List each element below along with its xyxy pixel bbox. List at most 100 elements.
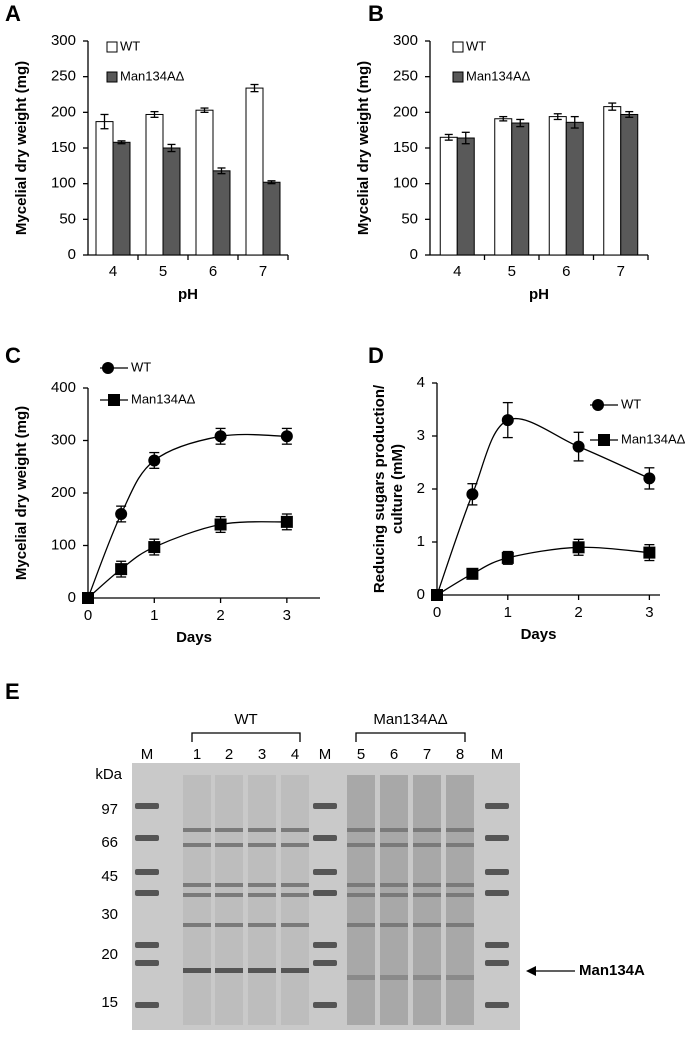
bar	[565, 121, 584, 256]
y-axis-label: Reducing sugars production/	[371, 384, 388, 593]
band	[347, 843, 375, 847]
band	[215, 923, 243, 927]
point	[108, 394, 120, 406]
point	[643, 472, 656, 485]
x-tick-label: 6	[209, 263, 217, 280]
band	[281, 828, 309, 832]
point	[572, 440, 585, 453]
band	[183, 883, 211, 887]
x-tick-label: 4	[109, 263, 117, 280]
lane-label: 6	[390, 746, 398, 763]
band	[413, 883, 441, 887]
ladder-band	[135, 942, 159, 948]
band	[413, 893, 441, 897]
x-tick-label: 7	[617, 263, 625, 280]
x-tick-label: 6	[562, 263, 570, 280]
band	[281, 968, 309, 973]
point	[102, 362, 114, 374]
band	[183, 843, 211, 847]
ladder-band	[485, 942, 509, 948]
band	[380, 923, 408, 927]
bar	[456, 137, 475, 256]
ladder-band	[485, 869, 509, 875]
lane-label: 7	[423, 746, 431, 763]
lane-label: 5	[357, 746, 365, 763]
bar	[262, 181, 281, 256]
gel-bands	[135, 775, 509, 1025]
panel-label: C	[5, 343, 21, 368]
y-tick-label: 300	[51, 32, 76, 49]
y-tick-label: 0	[410, 246, 418, 263]
band	[281, 923, 309, 927]
lane-smear	[248, 775, 276, 1025]
ladder-band	[135, 960, 159, 966]
y-tick-label: 150	[51, 139, 76, 156]
legend-swatch	[452, 71, 464, 83]
band	[380, 828, 408, 832]
band	[347, 975, 375, 980]
band	[215, 843, 243, 847]
legend-label: Man134AΔ	[466, 68, 531, 83]
panel-label: D	[368, 343, 384, 368]
panel-label: A	[5, 1, 21, 26]
ladder-band	[313, 803, 337, 809]
y-tick-label: 200	[51, 484, 76, 501]
y-tick-label: 4	[417, 374, 425, 391]
band	[446, 893, 474, 897]
band	[380, 843, 408, 847]
band	[446, 828, 474, 832]
arrow-label: Man134A	[579, 962, 645, 979]
error-bar	[499, 115, 508, 122]
band	[413, 923, 441, 927]
mw-label: 15	[101, 994, 118, 1011]
error-bar	[200, 107, 209, 113]
x-tick-label: 3	[283, 607, 291, 624]
bracket	[191, 732, 301, 742]
y-tick-label: 0	[417, 586, 425, 603]
point	[466, 488, 479, 501]
y-tick-label: 2	[417, 480, 425, 497]
bar	[494, 118, 513, 256]
y-tick-label: 0	[68, 589, 76, 606]
error-bar	[516, 118, 525, 128]
band	[248, 843, 276, 847]
error-bar	[217, 167, 226, 175]
x-tick-label: 2	[216, 607, 224, 624]
series-line	[87, 521, 287, 599]
point	[280, 430, 293, 443]
ladder-band	[135, 869, 159, 875]
group-label: Man134AΔ	[373, 711, 447, 728]
bar	[439, 136, 458, 256]
y-tick-label: 0	[68, 246, 76, 263]
lane-smear	[413, 775, 441, 1025]
lane-label: 2	[225, 746, 233, 763]
legend-label: WT	[466, 38, 486, 53]
bracket	[355, 732, 466, 742]
ladder-band	[135, 835, 159, 841]
bar	[95, 121, 114, 256]
y-axis-label: Mycelial dry weight (mg)	[13, 61, 30, 235]
error-bar	[250, 83, 259, 93]
bar	[112, 141, 131, 256]
band	[248, 893, 276, 897]
y-tick-label: 200	[393, 103, 418, 120]
lane-label: M	[491, 746, 504, 763]
bar	[511, 122, 530, 256]
legend-swatch	[106, 71, 118, 83]
error-bar	[150, 110, 159, 118]
x-tick-label: 5	[159, 263, 167, 280]
y-tick-label: 100	[51, 536, 76, 553]
mw-label: 45	[101, 868, 118, 885]
band	[215, 893, 243, 897]
lane-label: 1	[193, 746, 201, 763]
point	[643, 546, 656, 559]
x-axis-label: Days	[521, 626, 557, 643]
x-axis-label: pH	[178, 286, 198, 303]
error-bar	[608, 102, 617, 111]
legend-label: WT	[131, 359, 151, 374]
y-axis-label: culture (mM)	[389, 444, 406, 534]
y-tick-label: 300	[51, 431, 76, 448]
error-bar	[167, 143, 176, 153]
ladder-band	[485, 960, 509, 966]
error-bar	[100, 113, 109, 130]
